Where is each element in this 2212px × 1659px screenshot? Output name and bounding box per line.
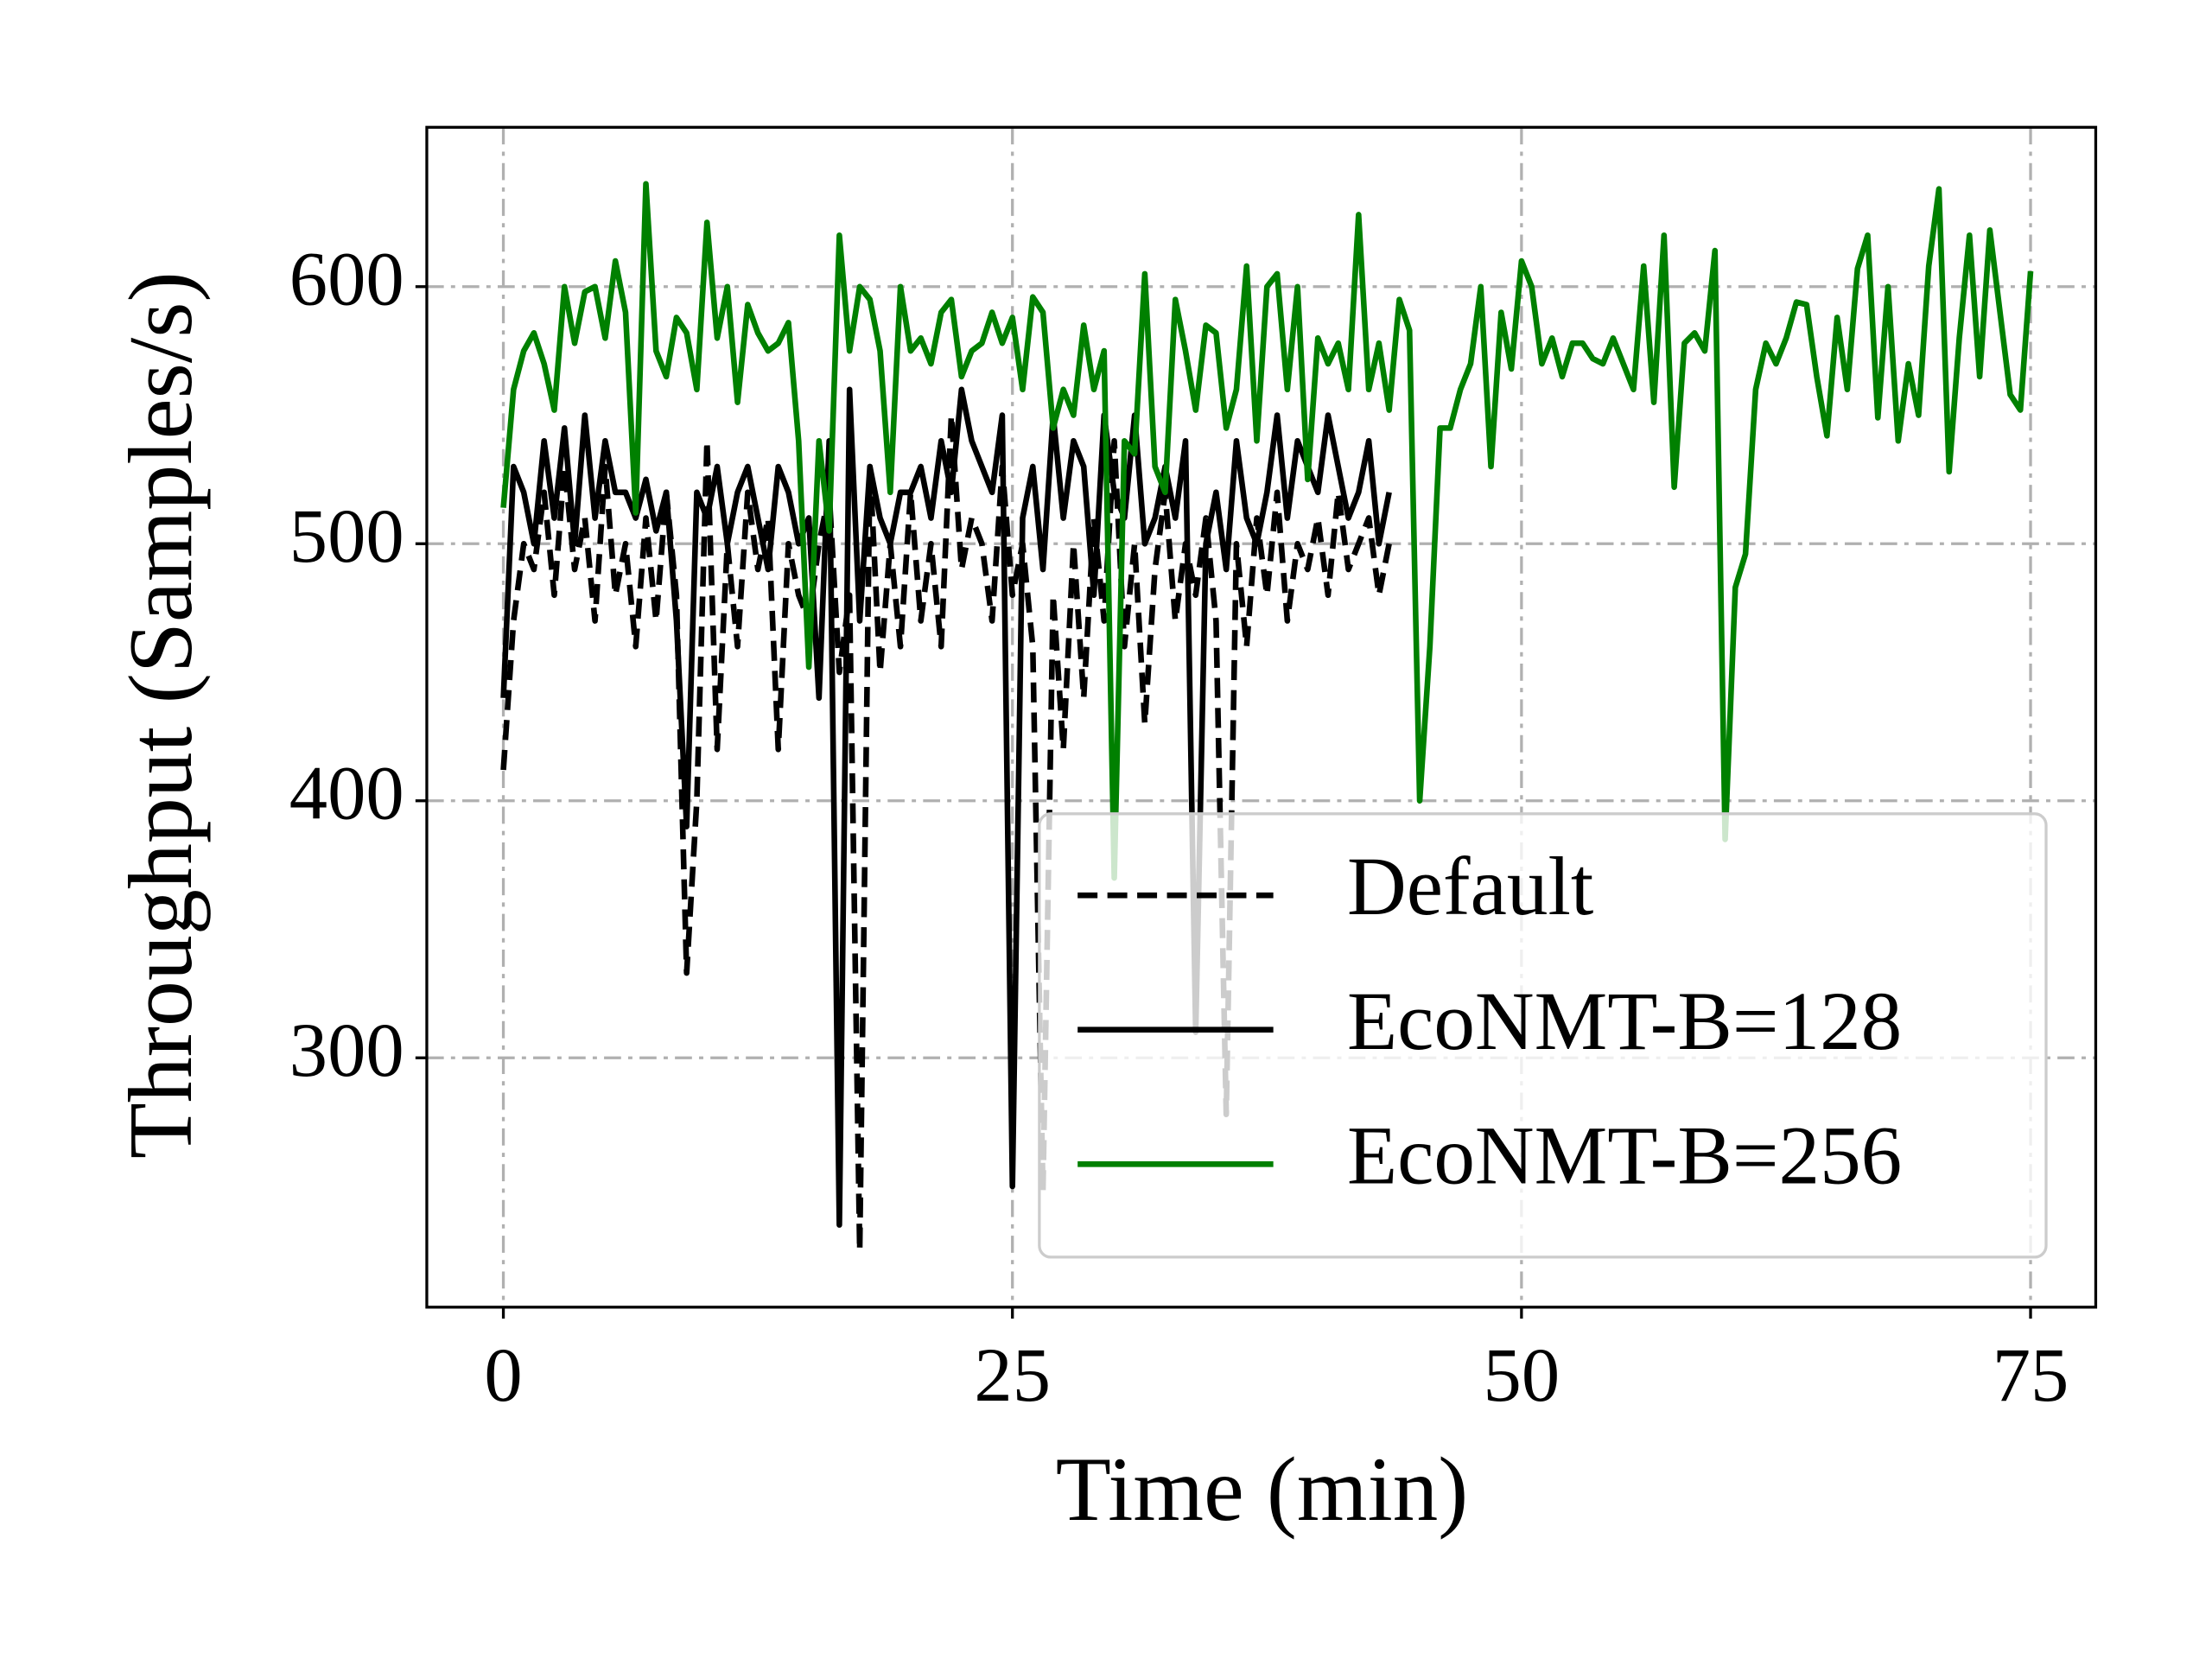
legend-label: Default: [1347, 841, 1593, 932]
ticks: 0 25 50 75 300 400 500 600: [289, 237, 2069, 1418]
y-axis-label: Throughput (Samples/s): [110, 271, 210, 1159]
series-line: [500, 181, 2034, 881]
y-tick-label: 400: [289, 751, 404, 836]
x-axis-label: Time (min): [1056, 1439, 1468, 1541]
y-tick-label: 600: [289, 237, 404, 321]
plot-frame: [425, 125, 2098, 1309]
x-tick-label: 25: [974, 1333, 1051, 1418]
legend-label: EcoNMT-B=128: [1347, 975, 1902, 1066]
plot-lines: [500, 181, 2034, 1254]
x-tick-label: 0: [484, 1333, 522, 1418]
series-line: [500, 412, 1392, 1254]
legend-frame: [1038, 812, 2048, 1259]
x-tick-label: 75: [1993, 1333, 2069, 1418]
y-tick-label: 300: [289, 1007, 404, 1092]
series-line: [500, 386, 1392, 1228]
legend-label: EcoNMT-B=256: [1347, 1109, 1902, 1201]
x-tick-label: 50: [1484, 1333, 1560, 1418]
legend: Default EcoNMT-B=128 EcoNMT-B=256: [1038, 812, 2048, 1259]
y-tick-label: 500: [289, 493, 404, 578]
